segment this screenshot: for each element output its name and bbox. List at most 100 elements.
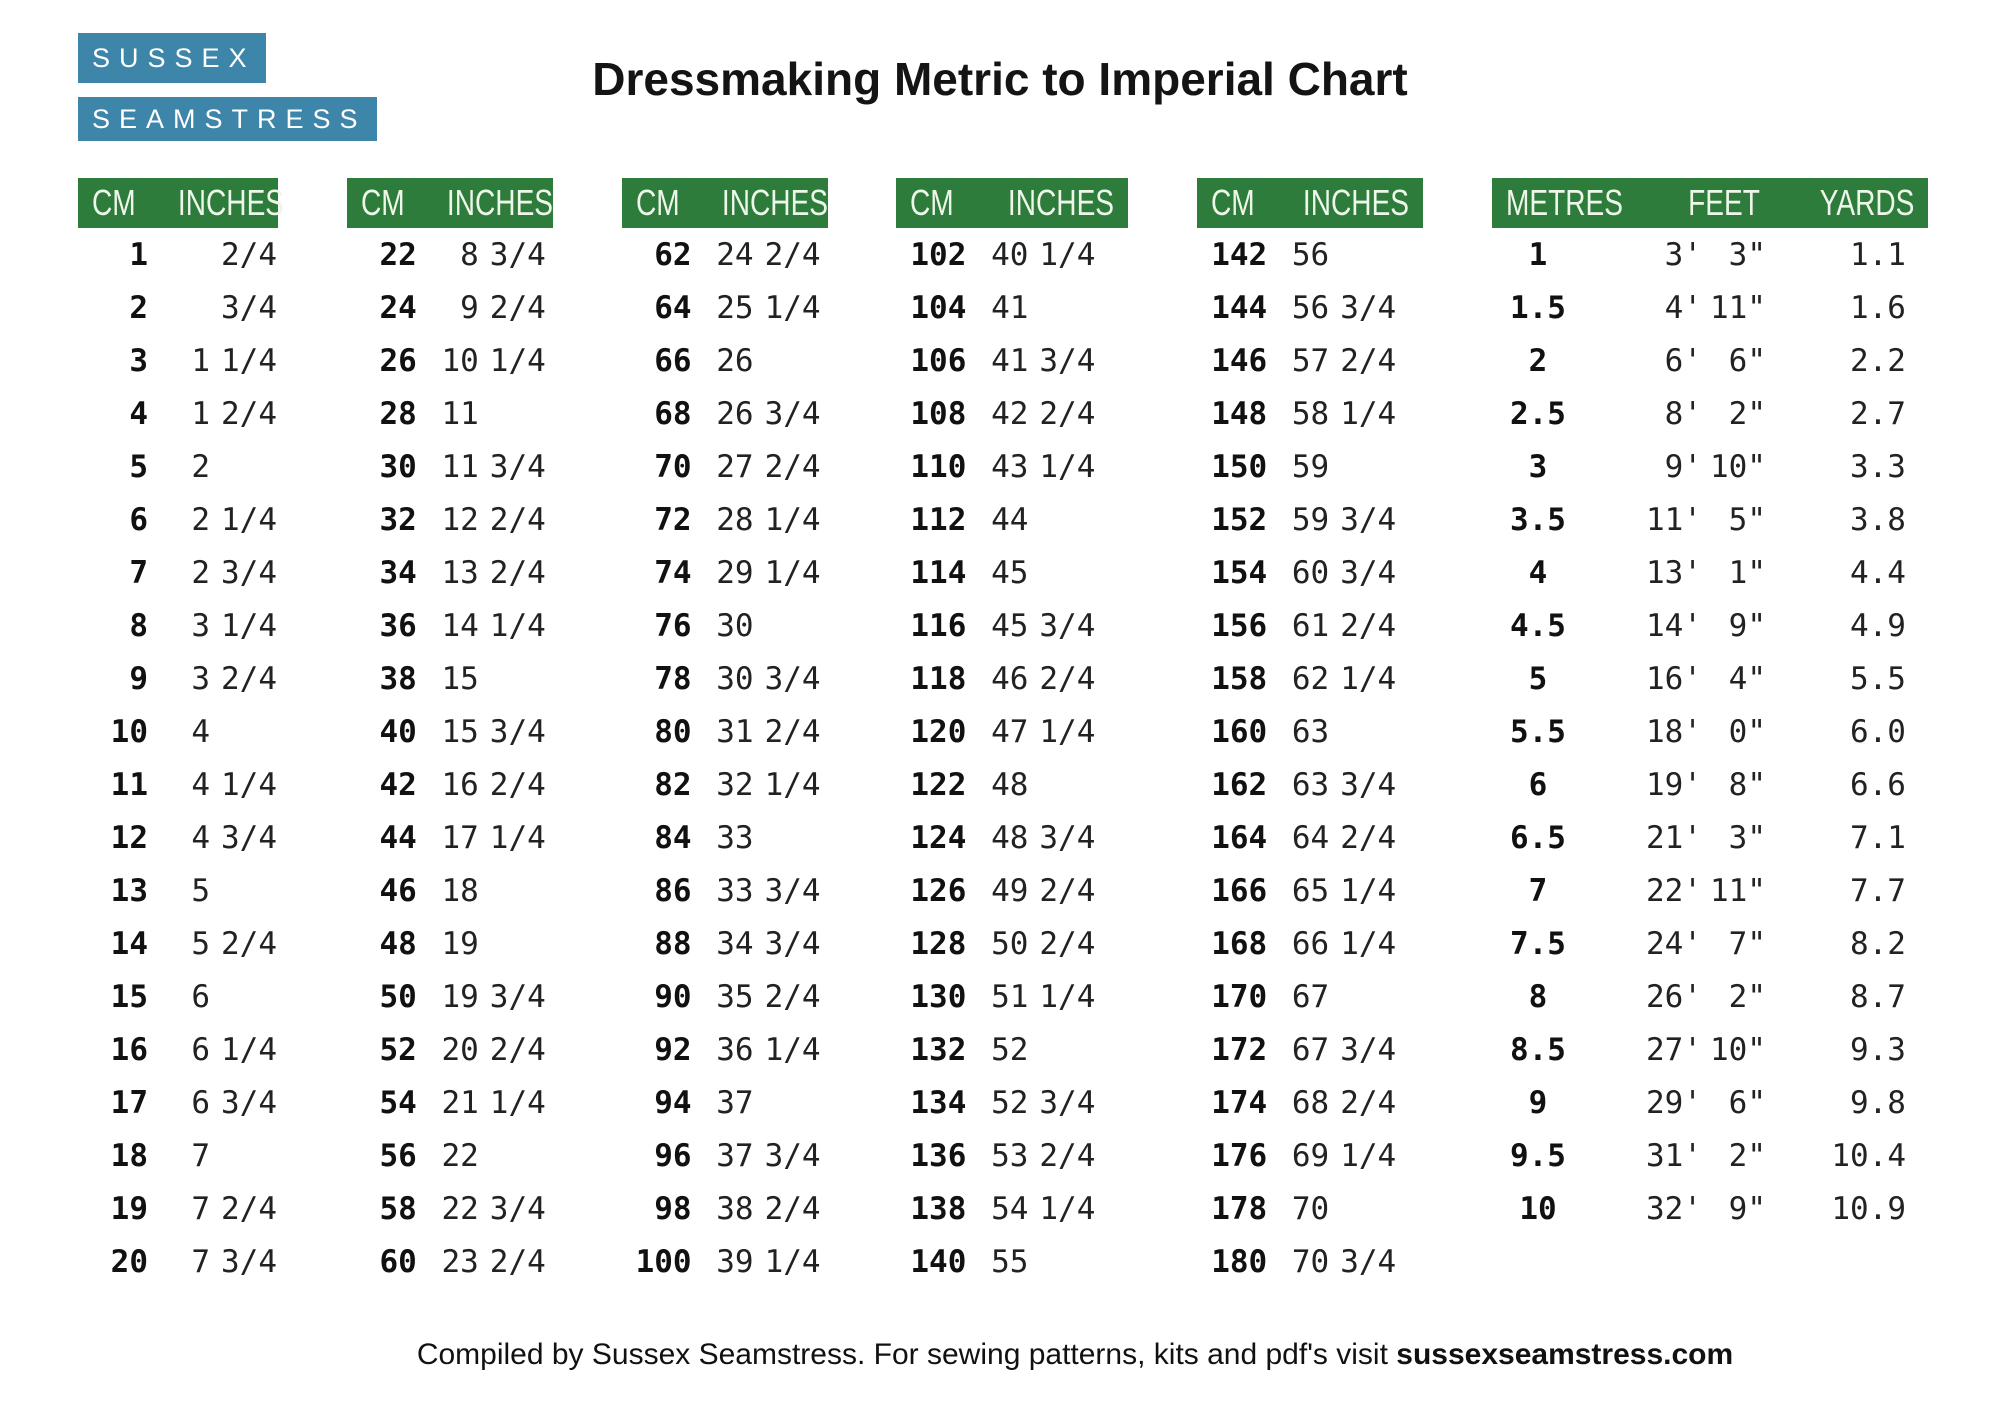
cm-value: 112 [910, 501, 967, 538]
cm-table-row: 170 67 [1197, 970, 1423, 1023]
inches-whole-value: 23 [441, 1243, 479, 1280]
cm-table-row: 9 3 2/4 [78, 652, 278, 705]
feet-value: 8' [1664, 395, 1702, 432]
cm-table-row: 168 66 1/4 [1197, 917, 1423, 970]
cm-table-row: 150 59 [1197, 440, 1423, 493]
cm-value: 122 [910, 766, 967, 803]
inches-whole-value: 47 [991, 713, 1029, 750]
inches-fraction-value: 1/4 [221, 766, 277, 803]
cm-value: 174 [1211, 1084, 1268, 1121]
inches-whole-value: 4 [191, 766, 210, 803]
feet-inches-value: 2" [1728, 395, 1766, 432]
cm-table-row: 28 11 [347, 387, 553, 440]
metres-value: 3.5 [1509, 501, 1566, 538]
cm-value: 5 [129, 448, 148, 485]
feet-inches-value: 1" [1728, 554, 1766, 591]
feet-value: 6' [1664, 342, 1702, 379]
cm-table-row: 52 20 2/4 [347, 1023, 553, 1076]
table-rows: 22 8 3/4 24 9 2/4 26 10 1/4 28 11 30 11 3/4 32 12 2/4 34 1… [347, 228, 553, 1288]
table-header: CM INCHES [896, 178, 1129, 228]
inches-whole-value: 26 [716, 342, 754, 379]
inches-fraction-value: 2/4 [221, 925, 277, 962]
cm-table-row: 98 38 2/4 [622, 1182, 828, 1235]
cm-value: 152 [1211, 501, 1268, 538]
cm-value: 138 [910, 1190, 967, 1227]
feet-value: 13' [1645, 554, 1702, 591]
header-cell-cm: CM [635, 182, 680, 223]
inches-whole-value: 21 [441, 1084, 479, 1121]
cm-table-3: CM INCHES 62 24 2/4 64 25 1/4 66 26 68 26 3/4 70 27 2… [621, 178, 828, 1288]
inches-fraction-value: 1/4 [489, 1084, 546, 1121]
inches-whole-value: 66 [1291, 925, 1330, 962]
inches-fraction-value: 3/4 [764, 1137, 821, 1174]
inches-whole-value: 5 [191, 925, 210, 962]
metres-value: 6.5 [1509, 819, 1566, 856]
feet-inches-value: 11" [1709, 289, 1766, 326]
cm-value: 78 [654, 660, 692, 697]
cm-value: 22 [379, 236, 417, 273]
inches-whole-value: 42 [991, 395, 1029, 432]
cm-value: 56 [379, 1137, 417, 1174]
table-rows: 102 40 1/4 104 41 106 41 3/4 108 42 2/4 110 43 1/4 112… [896, 228, 1128, 1288]
inches-whole-value: 15 [441, 713, 479, 750]
metres-value: 4 [1528, 554, 1548, 591]
inches-fraction-value: 1/4 [1039, 978, 1096, 1015]
yards-value: 8.2 [1849, 925, 1906, 962]
metres-table-row: 9 29' 6" 9.8 [1492, 1076, 1928, 1129]
feet-inches-value: 10" [1709, 1031, 1766, 1068]
metres-table-row: 10 32' 9" 10.9 [1492, 1182, 1928, 1235]
cm-value: 9 [129, 660, 148, 697]
metres-value: 1.5 [1509, 289, 1566, 326]
feet-inches-value: 2" [1728, 978, 1766, 1015]
cm-table-row: 32 12 2/4 [347, 493, 553, 546]
cm-table-5: CM INCHES 142 56 144 56 3/4 146 57 2/4 148 58 1/4 1… [1197, 178, 1424, 1288]
table-rows: 62 24 2/4 64 25 1/4 66 26 68 26 3/4 70 27 2/4 72 28 1/4 7… [622, 228, 828, 1288]
cm-table-row: 72 28 1/4 [622, 493, 828, 546]
feet-value: 27' [1645, 1031, 1702, 1068]
logo-line-sussex: SUSSEX [78, 33, 266, 83]
feet-inches-value: 6" [1728, 342, 1766, 379]
cm-table-row: 24 9 2/4 [347, 281, 553, 334]
feet-value: 4' [1664, 289, 1702, 326]
feet-inches-value: 10" [1709, 448, 1766, 485]
cm-value: 148 [1211, 395, 1268, 432]
inches-whole-value: 4 [191, 713, 210, 750]
metres-table-row: 4.5 14' 9" 4.9 [1492, 599, 1928, 652]
cm-value: 102 [910, 236, 967, 273]
inches-whole-value: 7 [191, 1243, 210, 1280]
yards-value: 6.0 [1849, 713, 1906, 750]
feet-value: 22' [1645, 872, 1702, 909]
cm-table-row: 126 49 2/4 [896, 864, 1128, 917]
yards-value: 4.9 [1849, 607, 1906, 644]
inches-whole-value: 44 [991, 501, 1029, 538]
feet-value: 3' [1664, 236, 1702, 273]
cm-value: 7 [129, 554, 148, 591]
cm-value: 82 [654, 766, 692, 803]
cm-value: 76 [654, 607, 692, 644]
cm-table-row: 144 56 3/4 [1197, 281, 1423, 334]
inches-fraction-value: 1/4 [764, 1243, 821, 1280]
cm-table-row: 140 55 [896, 1235, 1128, 1288]
feet-value: 19' [1645, 766, 1702, 803]
inches-fraction-value: 3/4 [1340, 766, 1397, 803]
cm-table-row: 44 17 1/4 [347, 811, 553, 864]
inches-whole-value: 46 [991, 660, 1029, 697]
cm-table-row: 166 65 1/4 [1197, 864, 1423, 917]
inches-whole-value: 19 [441, 978, 479, 1015]
cm-table-row: 138 54 1/4 [896, 1182, 1128, 1235]
inches-fraction-value: 3/4 [1039, 607, 1096, 644]
metres-value: 2 [1528, 342, 1548, 379]
inches-fraction-value: 2/4 [764, 448, 821, 485]
feet-value: 16' [1645, 660, 1702, 697]
inches-fraction-value: 3/4 [764, 395, 821, 432]
inches-fraction-value: 1/4 [1340, 660, 1397, 697]
inches-fraction-value: 1/4 [764, 554, 821, 591]
inches-fraction-value: 2/4 [221, 1190, 277, 1227]
cm-table-row: 42 16 2/4 [347, 758, 553, 811]
cm-table-row: 64 25 1/4 [622, 281, 828, 334]
inches-whole-value: 68 [1291, 1084, 1330, 1121]
cm-value: 114 [910, 554, 967, 591]
cm-value: 32 [379, 501, 417, 538]
cm-table-row: 116 45 3/4 [896, 599, 1128, 652]
inches-whole-value: 20 [441, 1031, 479, 1068]
